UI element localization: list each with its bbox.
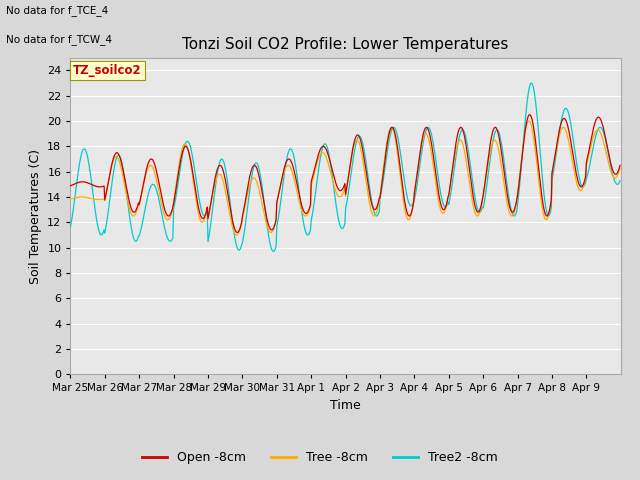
X-axis label: Time: Time	[330, 399, 361, 412]
Text: No data for f_TCE_4: No data for f_TCE_4	[6, 5, 109, 16]
Text: TZ_soilco2: TZ_soilco2	[73, 64, 142, 77]
Title: Tonzi Soil CO2 Profile: Lower Temperatures: Tonzi Soil CO2 Profile: Lower Temperatur…	[182, 37, 509, 52]
Text: No data for f_TCW_4: No data for f_TCW_4	[6, 34, 113, 45]
Legend: Open -8cm, Tree -8cm, Tree2 -8cm: Open -8cm, Tree -8cm, Tree2 -8cm	[137, 446, 503, 469]
Y-axis label: Soil Temperatures (C): Soil Temperatures (C)	[29, 148, 42, 284]
